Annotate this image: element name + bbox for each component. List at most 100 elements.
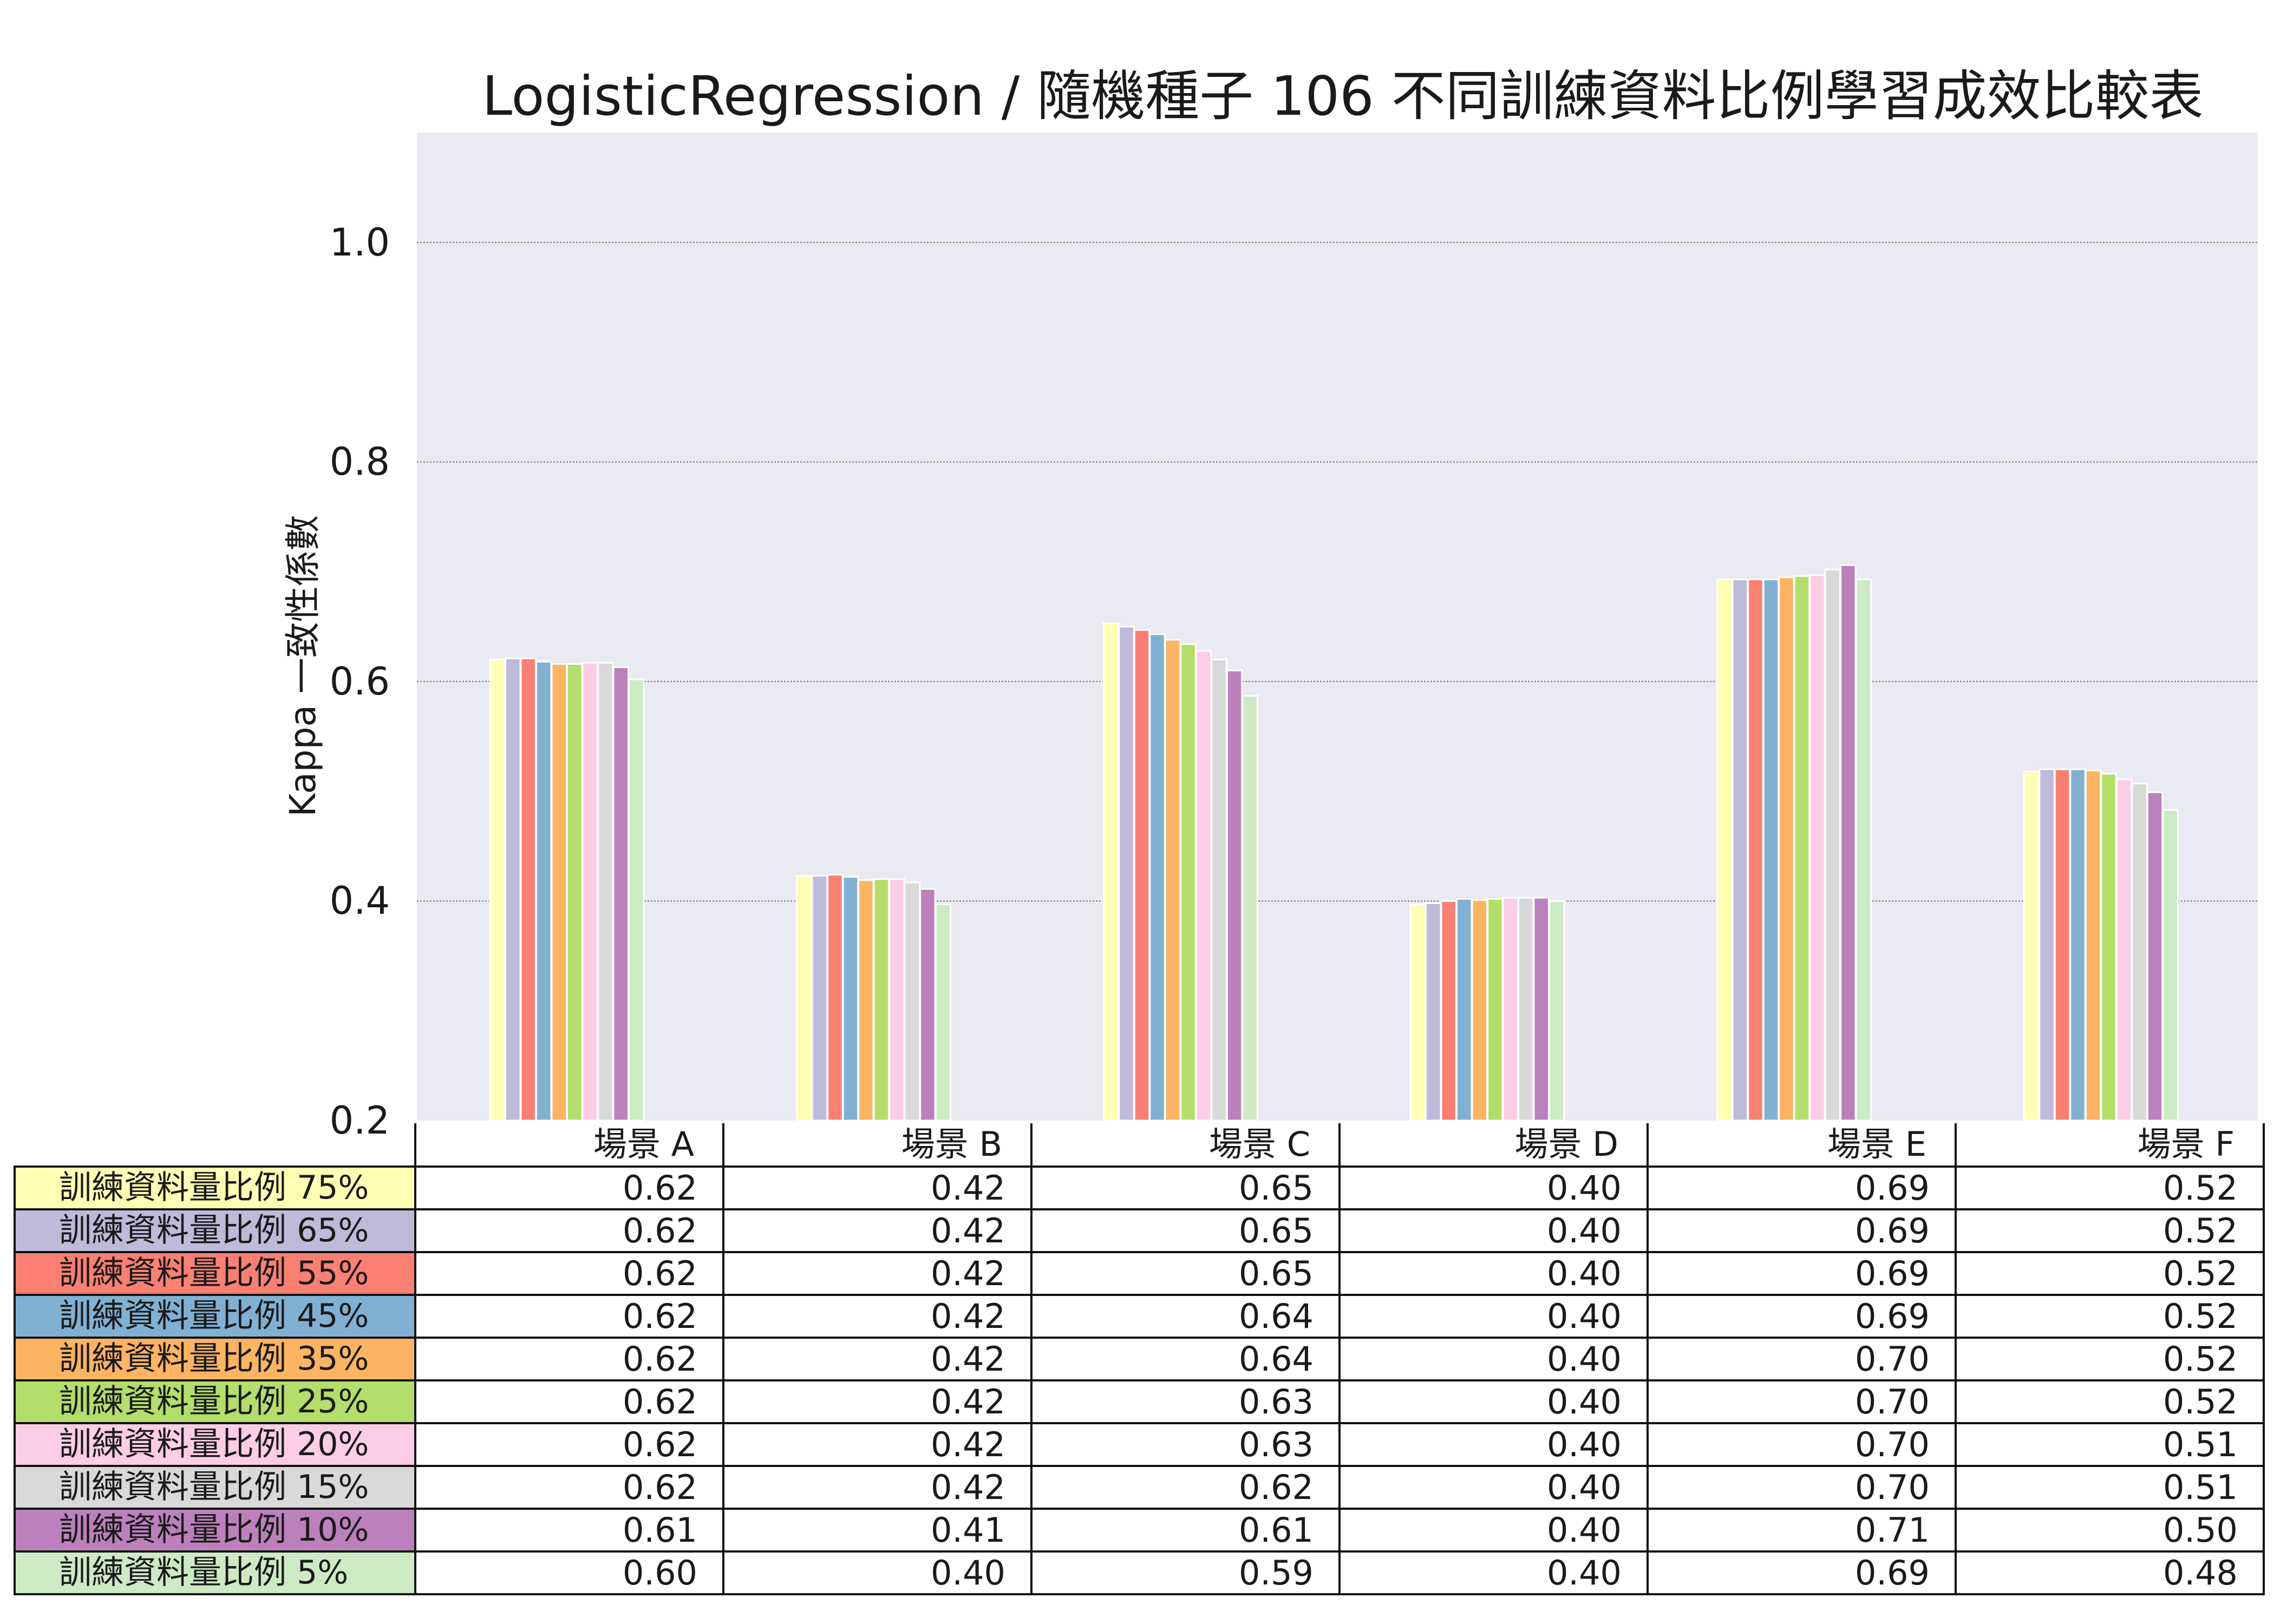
y-tick-label: 0.6 [329,659,390,704]
bar [1716,578,1733,1122]
bar [489,658,506,1122]
table-row: 訓練資料量比例 15% 0.62 0.42 0.62 0.40 0.70 0.51 [14,1465,2265,1510]
y-tick-label: 0.8 [329,440,390,484]
data-label: 0.42 [722,1379,1033,1424]
data-label: 0.48 [1955,1550,2265,1595]
bar [1809,574,1826,1122]
data-label: 0.40 [1338,1422,1649,1467]
data-label: 0.69 [1646,1165,1957,1210]
y-tick-label: 0.4 [329,879,390,924]
bar [1226,670,1243,1122]
data-label: 0.70 [1646,1422,1957,1467]
bar [796,875,813,1122]
data-label: 0.64 [1030,1337,1341,1381]
bar [1840,564,1857,1122]
table-row: 訓練資料量比例 75% 0.62 0.42 0.65 0.40 0.69 0.52 [14,1165,2265,1210]
bar [2131,782,2148,1122]
bar [1502,896,1519,1122]
data-label: 0.40 [1338,1337,1649,1381]
x-tick-label: 場景 E [1646,1123,1957,1168]
x-tick-label: 場景 C [1030,1123,1341,1168]
bar [1747,578,1764,1122]
bar [2023,770,2040,1122]
bar [1133,629,1151,1122]
table-row: 訓練資料量比例 55% 0.62 0.42 0.65 0.40 0.69 0.52 [14,1251,2265,1296]
bar [597,662,614,1122]
data-label: 0.62 [414,1208,724,1253]
x-tick-label: 場景 B [722,1123,1033,1168]
bar [628,678,645,1122]
bar [1118,626,1135,1122]
data-label: 0.51 [1955,1422,2265,1467]
x-tick-label: 場景 F [1955,1123,2265,1168]
data-label: 0.40 [722,1550,1033,1595]
data-label: 0.69 [1646,1208,1957,1253]
data-label: 0.71 [1646,1508,1957,1553]
data-table: 場景 A 場景 B 場景 C 場景 D 場景 E 場景 F 訓練資料量比例 75% 0.62 0… [14,1123,2265,1595]
bar [1731,578,1749,1122]
x-tick-label: 場景 A [414,1123,724,1168]
table-row: 訓練資料量比例 45% 0.62 0.42 0.64 0.40 0.69 0.52 [14,1294,2265,1339]
data-label: 0.52 [1955,1251,2265,1296]
data-label: 0.40 [1338,1465,1649,1510]
data-label: 0.41 [722,1508,1033,1553]
bar [2146,791,2164,1122]
data-label: 0.70 [1646,1337,1957,1381]
bar [1793,575,1811,1122]
bar [535,660,552,1122]
bar [1548,900,1565,1122]
bar [935,903,952,1122]
bar [1102,622,1120,1122]
legend-entry: 訓練資料量比例 20% [14,1422,416,1467]
x-tick-label: 場景 D [1338,1123,1649,1168]
data-label: 0.62 [414,1337,724,1381]
bar [2054,768,2071,1122]
legend-entry: 訓練資料量比例 55% [14,1251,416,1296]
bar [1456,898,1473,1122]
bar [919,888,936,1122]
data-label: 0.63 [1030,1379,1341,1424]
bar [2100,772,2117,1122]
y-tick-label: 1.0 [329,220,390,265]
data-label: 0.64 [1030,1294,1341,1339]
bar [1778,576,1795,1122]
data-label: 0.62 [414,1165,724,1210]
bar [827,874,844,1122]
data-label: 0.62 [414,1422,724,1467]
bar [2162,809,2179,1122]
chart-title: LogisticRegression / 隨機種子 106 不同訓練資料比例學習… [482,64,2204,128]
data-label: 0.40 [1338,1208,1649,1253]
data-label: 0.52 [1955,1294,2265,1339]
legend-entry: 訓練資料量比例 75% [14,1165,416,1210]
bar [1440,900,1457,1122]
bar [1149,633,1166,1122]
data-label: 0.63 [1030,1422,1341,1467]
legend-entry: 訓練資料量比例 35% [14,1337,416,1381]
data-label: 0.52 [1955,1165,2265,1210]
bar [1533,896,1550,1122]
bar [888,878,905,1122]
data-label: 0.52 [1955,1379,2265,1424]
bar [581,662,598,1122]
bar [1195,650,1212,1122]
bar [1855,578,1872,1122]
data-label: 0.42 [722,1251,1033,1296]
data-label: 0.59 [1030,1550,1341,1595]
table-row: 訓練資料量比例 65% 0.62 0.42 0.65 0.40 0.69 0.52 [14,1208,2265,1253]
data-label: 0.62 [414,1294,724,1339]
bar [1409,903,1426,1122]
bar [1211,658,1227,1122]
table-row: 訓練資料量比例 10% 0.61 0.41 0.61 0.40 0.71 0.50 [14,1508,2265,1553]
data-label: 0.42 [722,1165,1033,1210]
data-label: 0.40 [1338,1379,1649,1424]
data-label: 0.40 [1338,1550,1649,1595]
data-label: 0.65 [1030,1165,1341,1210]
data-label: 0.61 [1030,1508,1341,1553]
bar [2069,768,2086,1122]
bar [520,657,537,1122]
data-label: 0.51 [1955,1465,2265,1510]
table-row: 訓練資料量比例 5% 0.60 0.40 0.59 0.40 0.69 0.48 [14,1550,2265,1595]
legend-entry: 訓練資料量比例 25% [14,1379,416,1424]
data-label: 0.42 [722,1337,1033,1381]
legend-entry: 訓練資料量比例 5% [14,1550,416,1595]
